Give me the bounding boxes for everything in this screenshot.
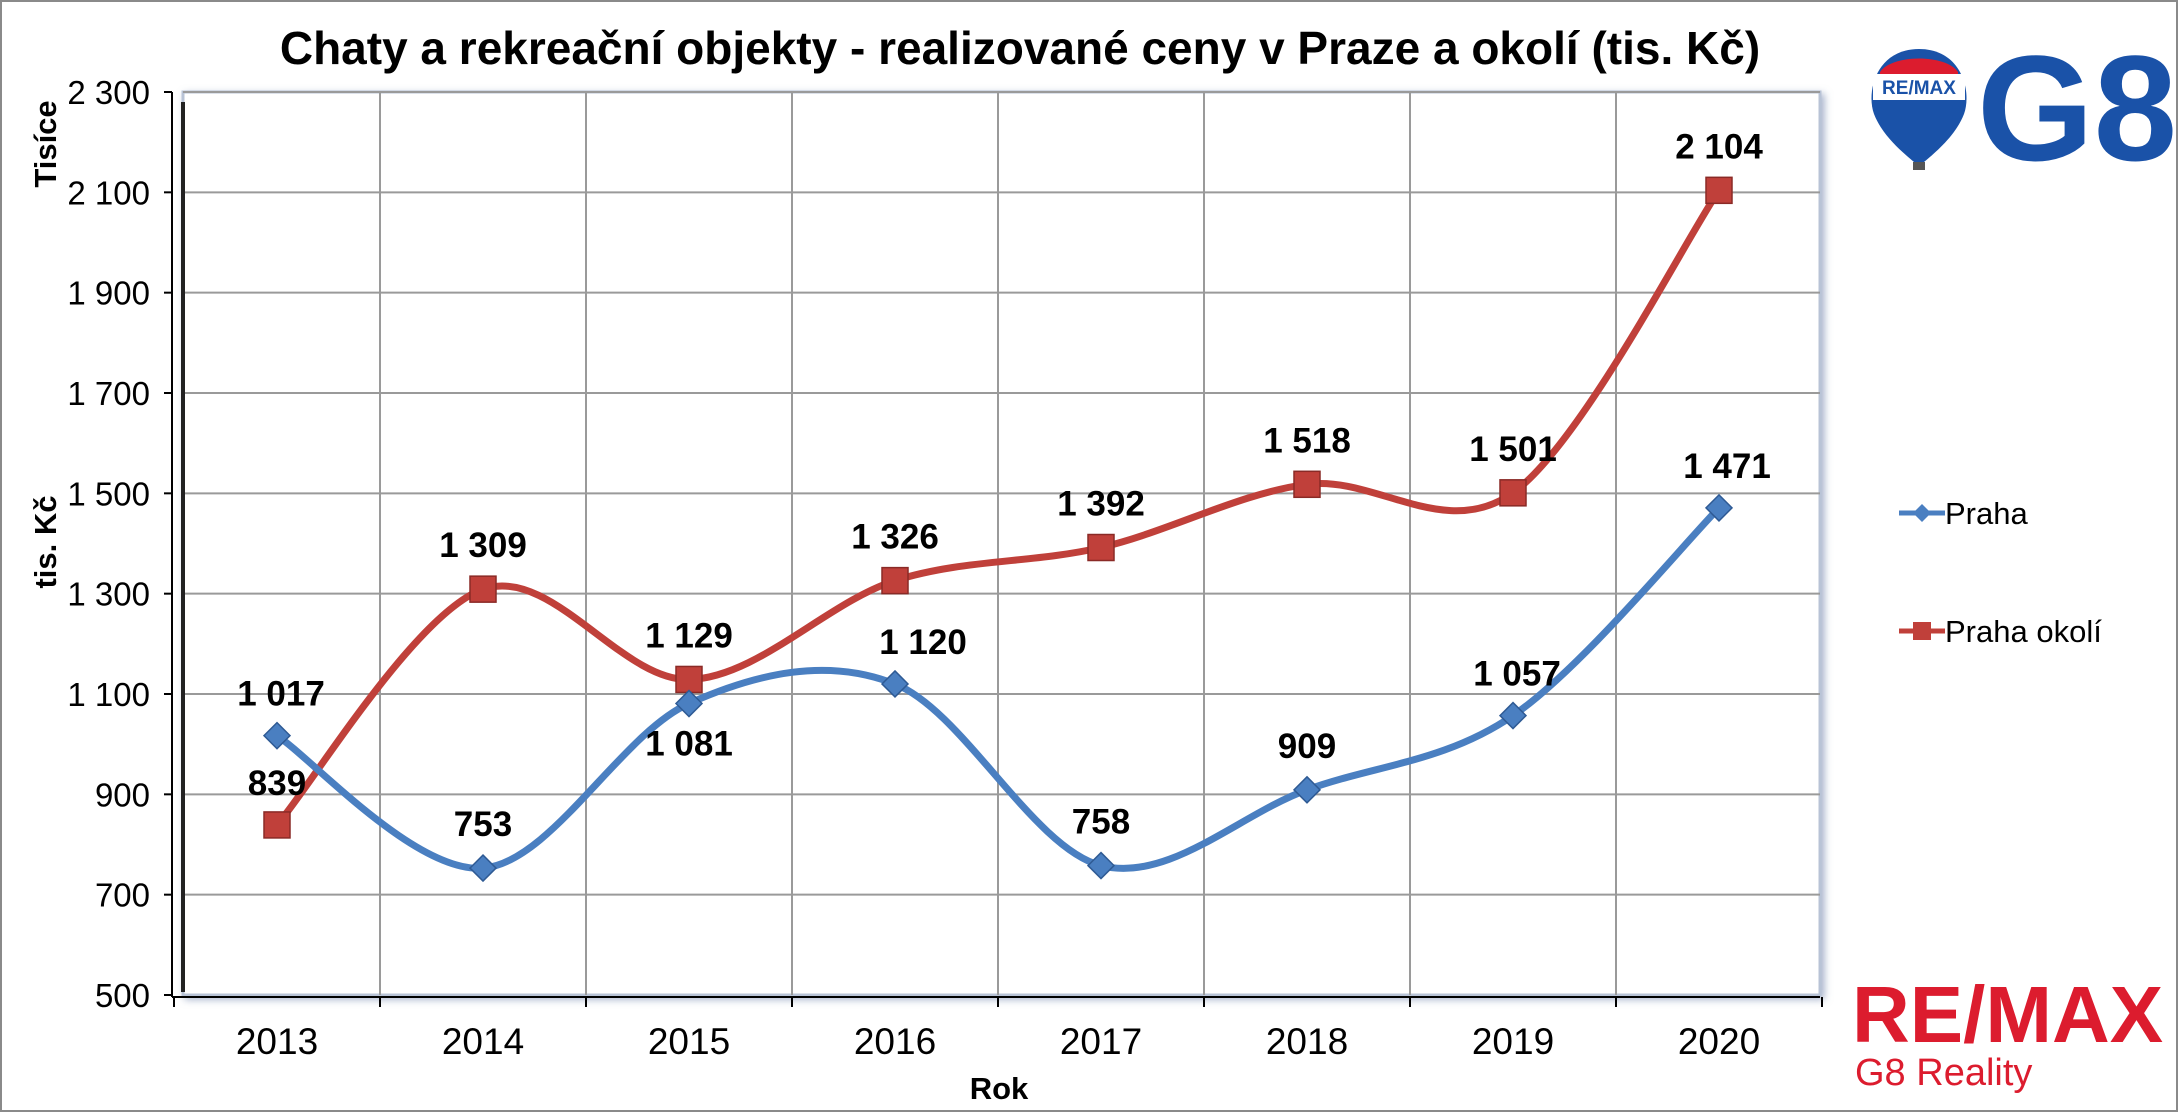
x-tick-label-2013: 2013	[236, 1021, 318, 1062]
x-axis-label: Rok	[970, 1071, 1029, 1106]
data-label-praha-okol--2018: 1 518	[1263, 421, 1351, 460]
chart-title: Chaty a rekreační objekty - realizované …	[280, 22, 1760, 74]
point-praha-2019	[1498, 701, 1528, 730]
y-tick-label: 2 100	[67, 174, 150, 211]
point-praha-2015	[674, 689, 704, 718]
x-tick-label-2020: 2020	[1678, 1021, 1760, 1062]
point-praha-2020	[1704, 493, 1734, 522]
data-label-praha-okol--2013: 839	[248, 764, 306, 803]
point-praha-okol--2014	[469, 575, 497, 603]
point-praha-okol--2019	[1499, 479, 1527, 507]
point-praha-2016	[880, 669, 910, 699]
point-praha-okol--2016	[881, 566, 909, 595]
data-label-praha-okol--2016: 1 326	[851, 518, 939, 557]
x-tick-label-2015: 2015	[648, 1021, 730, 1062]
data-label-praha-2018: 909	[1278, 727, 1336, 766]
legend-marker-praha-okoli	[1913, 622, 1931, 640]
y-tick-label: 1 100	[67, 676, 150, 713]
data-label-praha-2020: 1 471	[1683, 447, 1771, 486]
point-praha-2013	[262, 721, 292, 750]
x-tick-label-2017: 2017	[1060, 1021, 1142, 1062]
legend-item-praha-okoli[interactable]: Praha okolí	[1899, 614, 2102, 649]
point-praha-okol--2018	[1293, 470, 1321, 499]
legend-label-praha: Praha	[1945, 496, 2028, 531]
balloon-band	[1873, 74, 1965, 100]
g8-logo: G8	[1977, 24, 2177, 192]
horizontal-gridlines	[183, 91, 1820, 896]
x-tick-label-2018: 2018	[1266, 1021, 1348, 1062]
series-line-praha	[273, 504, 1723, 872]
data-label-praha-okol--2019: 1 501	[1469, 430, 1557, 469]
data-label-praha-2014: 753	[454, 805, 512, 844]
y-tick-label: 700	[95, 877, 150, 914]
series-layer	[262, 176, 1734, 883]
y-tick-label: 900	[95, 776, 150, 813]
data-label-praha-okol--2015: 1 129	[645, 616, 733, 655]
y-axis-label: tis. Kč	[28, 495, 63, 588]
y-axis-ticks: 500 700 900 1 100 1 300 1 500 1 700 1 900 2 100 2…	[67, 74, 172, 1014]
data-label-praha-okol--2014: 1 309	[439, 526, 527, 565]
balloon-basket-icon	[1913, 162, 1925, 170]
legend-label-praha-okoli: Praha okolí	[1945, 614, 2102, 649]
balloon-text: RE/MAX	[1882, 78, 1956, 99]
x-tick-label-2016: 2016	[854, 1021, 936, 1062]
point-praha-2018	[1292, 775, 1322, 804]
x-tick-label-2019: 2019	[1472, 1021, 1554, 1062]
point-praha-okol--2017	[1087, 533, 1115, 562]
data-label-praha-okol--2017: 1 392	[1057, 485, 1145, 524]
legend: Praha Praha okolí	[1899, 496, 2102, 649]
data-label-praha-2017: 758	[1072, 803, 1130, 842]
y-tick-label: 1 900	[67, 275, 150, 312]
point-praha-okol--2013	[263, 811, 291, 839]
remax-balloon-logo: RE/MAX	[1871, 49, 1967, 170]
data-labels-layer: 839 1 309 1 129 1 326 1 392 1 518 1 501 2 104 1 …	[237, 127, 1771, 844]
data-label-praha-2019: 1 057	[1473, 655, 1561, 694]
data-label-praha-2016: 1 120	[879, 623, 967, 662]
data-label-praha-2015: 1 081	[645, 725, 733, 764]
y-tick-label: 2 300	[67, 74, 150, 111]
point-praha-okol--2020	[1705, 176, 1733, 205]
y-tick-label: 1 500	[67, 475, 150, 512]
x-tick-label-2014: 2014	[442, 1021, 524, 1062]
y-tick-label: 500	[95, 977, 150, 1014]
y-tick-label: 1 700	[67, 375, 150, 412]
remax-subtitle: G8 Reality	[1855, 1052, 2032, 1094]
y-axis-unit-label: Tisíce	[28, 100, 63, 187]
legend-item-praha[interactable]: Praha	[1899, 496, 2028, 531]
point-praha-okol--2015	[675, 665, 703, 694]
x-axis-ticks: 2013 2014 2015 2016 2017 2018 2019 2020	[173, 997, 1823, 1062]
plot-area	[181, 90, 1822, 997]
data-label-praha-2013: 1 017	[237, 675, 325, 714]
point-praha-2017	[1086, 851, 1116, 880]
data-label-praha-okol--2020: 2 104	[1675, 127, 1763, 166]
remax-wordmark: RE/MAX	[1852, 970, 2163, 1059]
point-praha-2014	[468, 854, 498, 883]
legend-marker-praha	[1913, 504, 1931, 522]
y-tick-label: 1 300	[67, 576, 150, 613]
